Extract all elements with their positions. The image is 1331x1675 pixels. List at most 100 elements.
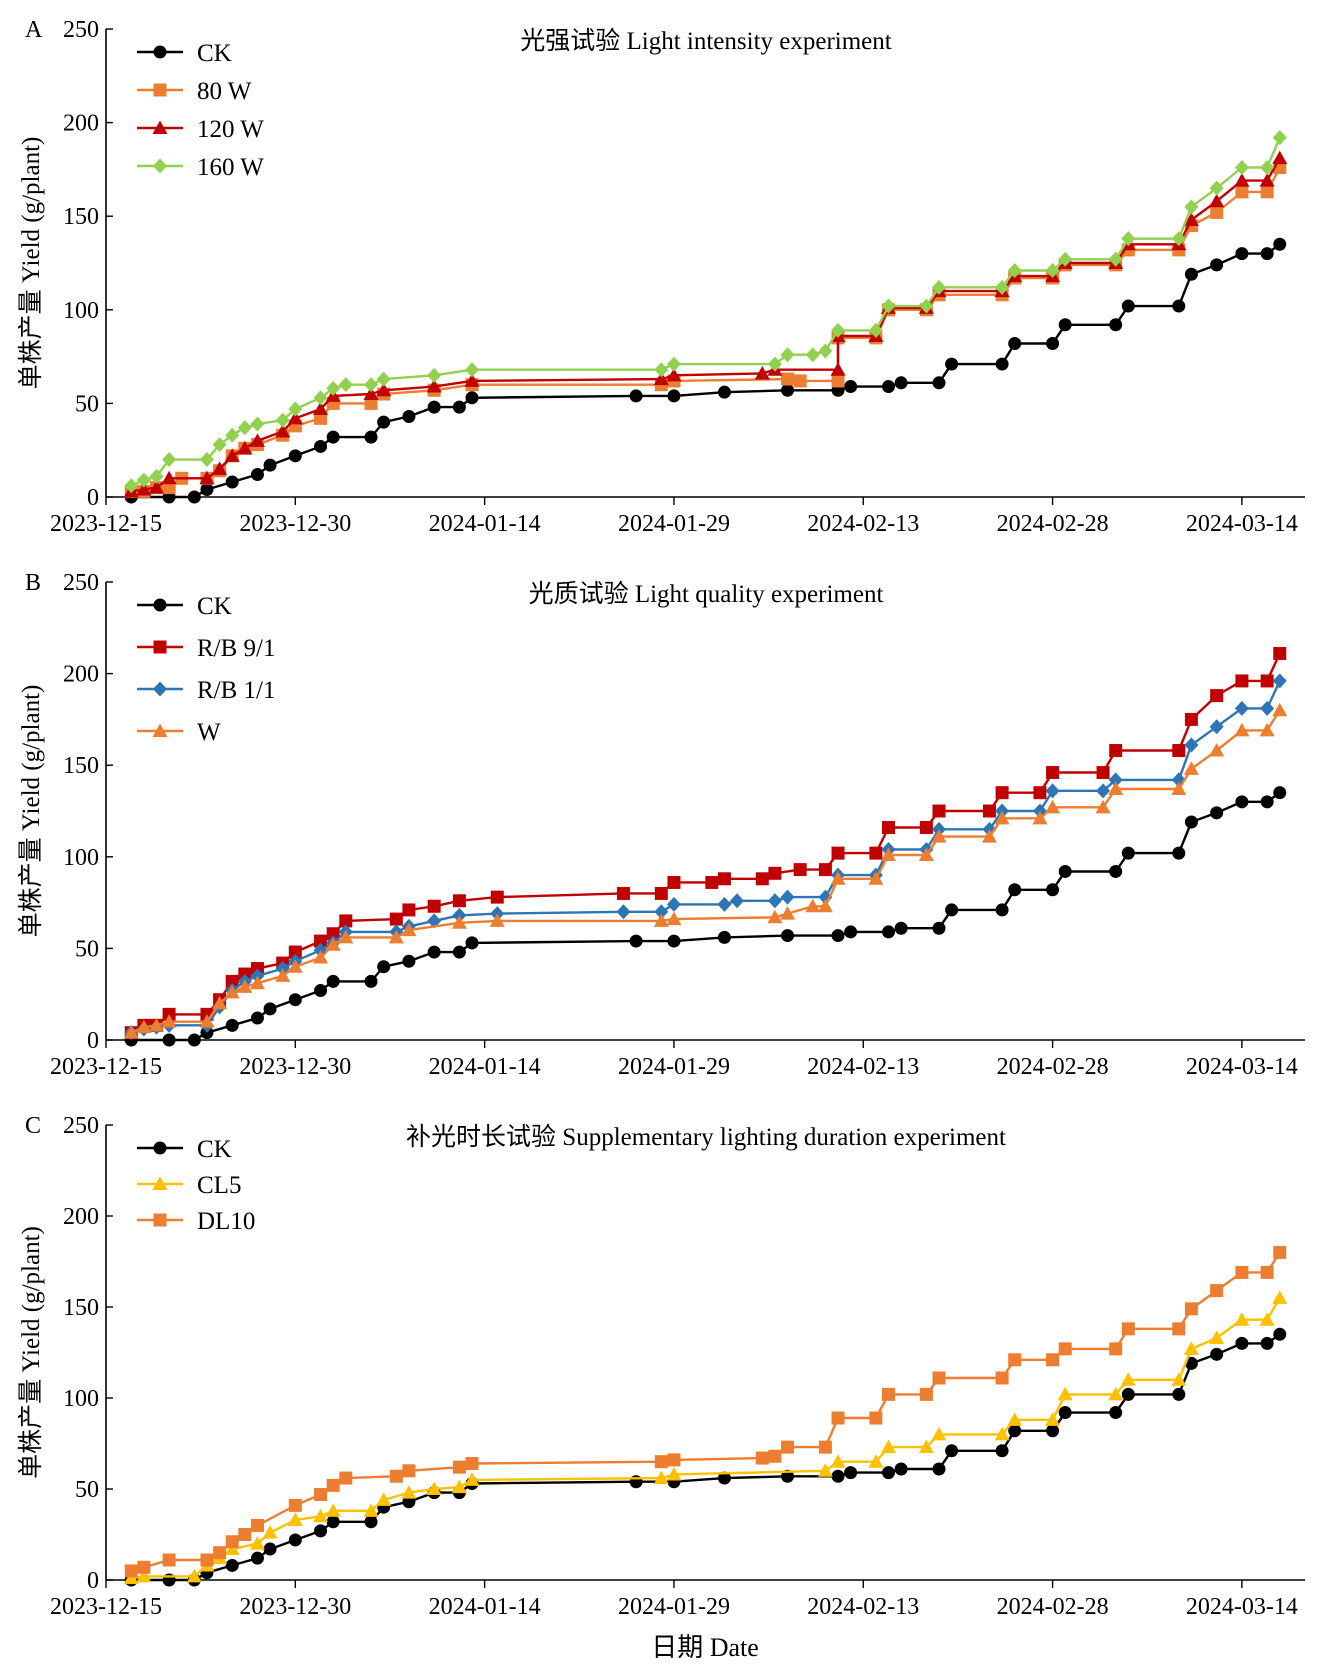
data-point (1183, 212, 1199, 226)
data-point (1260, 674, 1274, 688)
legend-label: 160 W (197, 154, 264, 181)
series-ck (124, 237, 1287, 504)
data-point (212, 437, 227, 453)
data-point (781, 372, 795, 386)
data-point (629, 934, 643, 948)
data-point (629, 389, 643, 403)
data-point (868, 871, 884, 885)
data-point (995, 903, 1009, 917)
data-point (1008, 336, 1022, 350)
data-point (767, 893, 782, 909)
data-point (250, 1011, 264, 1025)
series-line (130, 652, 1281, 1034)
x-tick-label: 2024-01-29 (618, 1054, 730, 1080)
data-point (225, 1018, 239, 1032)
data-point (932, 921, 946, 935)
data-point (402, 1464, 416, 1478)
data-point (326, 430, 340, 444)
data-point (717, 872, 731, 886)
data-point (868, 322, 883, 338)
data-point (1184, 737, 1199, 753)
data-point (705, 875, 719, 889)
x-axis-title: 日期 Date (651, 1633, 759, 1662)
x-tick-label: 2024-02-13 (807, 1054, 919, 1080)
data-point (1033, 786, 1047, 800)
data-point (881, 1439, 897, 1454)
data-point (1057, 1386, 1073, 1401)
data-point (1260, 795, 1274, 809)
data-point (123, 1570, 139, 1585)
data-point (1209, 180, 1224, 196)
data-point (137, 1560, 151, 1574)
y-tick-label: 0 (87, 1568, 99, 1594)
panel-c: 0 50 100 150 200 250 2023-12-15 2023-12-30 2024-… (17, 1113, 1305, 1620)
data-point (982, 804, 996, 818)
data-point (123, 1025, 139, 1039)
data-point (1209, 193, 1225, 208)
data-point (1210, 806, 1224, 820)
data-point (1234, 173, 1250, 187)
data-point (288, 1533, 302, 1547)
data-point (1095, 799, 1111, 814)
data-point (994, 810, 1010, 825)
data-point (338, 377, 353, 393)
data-point (136, 482, 152, 496)
x-tick-label: 2023-12-15 (50, 1594, 162, 1620)
data-point (831, 846, 845, 860)
y-tick-label: 0 (87, 485, 99, 511)
x-tick-label: 2024-01-29 (618, 1594, 730, 1620)
data-point (869, 1411, 883, 1425)
x-tick-label: 2024-01-14 (429, 511, 541, 537)
data-point (882, 1387, 896, 1401)
series-line (130, 137, 1281, 487)
data-point (1260, 700, 1275, 716)
x-tick-label: 2023-12-15 (50, 511, 162, 537)
panel-label: C (25, 1113, 41, 1139)
data-point (275, 412, 290, 428)
data-point (364, 430, 378, 444)
data-point (1210, 1347, 1224, 1361)
data-point (199, 470, 215, 485)
data-point (1121, 1387, 1135, 1401)
data-point (1235, 1265, 1249, 1279)
legend-label: DL10 (197, 1208, 255, 1235)
data-point (363, 386, 379, 401)
data-point (1121, 846, 1135, 860)
legend-label: CL5 (197, 1172, 241, 1199)
data-point (918, 1439, 934, 1454)
x-tick-label: 2024-03-14 (1186, 1054, 1298, 1080)
data-point (427, 367, 442, 383)
data-point (754, 365, 770, 380)
data-point (451, 1479, 467, 1494)
series-cl5 (123, 1290, 1288, 1585)
data-point (401, 1485, 417, 1499)
data-point (1046, 336, 1060, 350)
data-point (666, 1466, 682, 1481)
data-point (945, 903, 959, 917)
data-point (1210, 205, 1224, 219)
data-point (326, 974, 340, 988)
chart-title: 光质试验 Light quality experiment (529, 580, 884, 608)
data-point (1045, 783, 1060, 799)
data-point (919, 298, 934, 314)
x-tick-label: 2024-02-13 (807, 511, 919, 537)
legend-label: 120 W (197, 116, 264, 143)
data-point (981, 829, 997, 843)
data-point (489, 913, 505, 927)
data-point (1108, 772, 1123, 788)
data-point (1008, 1353, 1022, 1367)
data-point (1209, 743, 1225, 757)
data-point (654, 886, 668, 900)
data-point (402, 903, 416, 917)
data-point (262, 1525, 278, 1539)
data-point (1046, 883, 1060, 897)
data-point (1183, 761, 1199, 775)
legend-label: R/B 1/1 (197, 677, 276, 704)
data-point (325, 937, 341, 951)
data-point (882, 1466, 896, 1480)
data-point (212, 995, 228, 1010)
x-tick-label: 2023-12-30 (239, 1594, 351, 1620)
data-point (667, 389, 681, 403)
data-point (831, 929, 845, 943)
data-point (237, 420, 252, 436)
